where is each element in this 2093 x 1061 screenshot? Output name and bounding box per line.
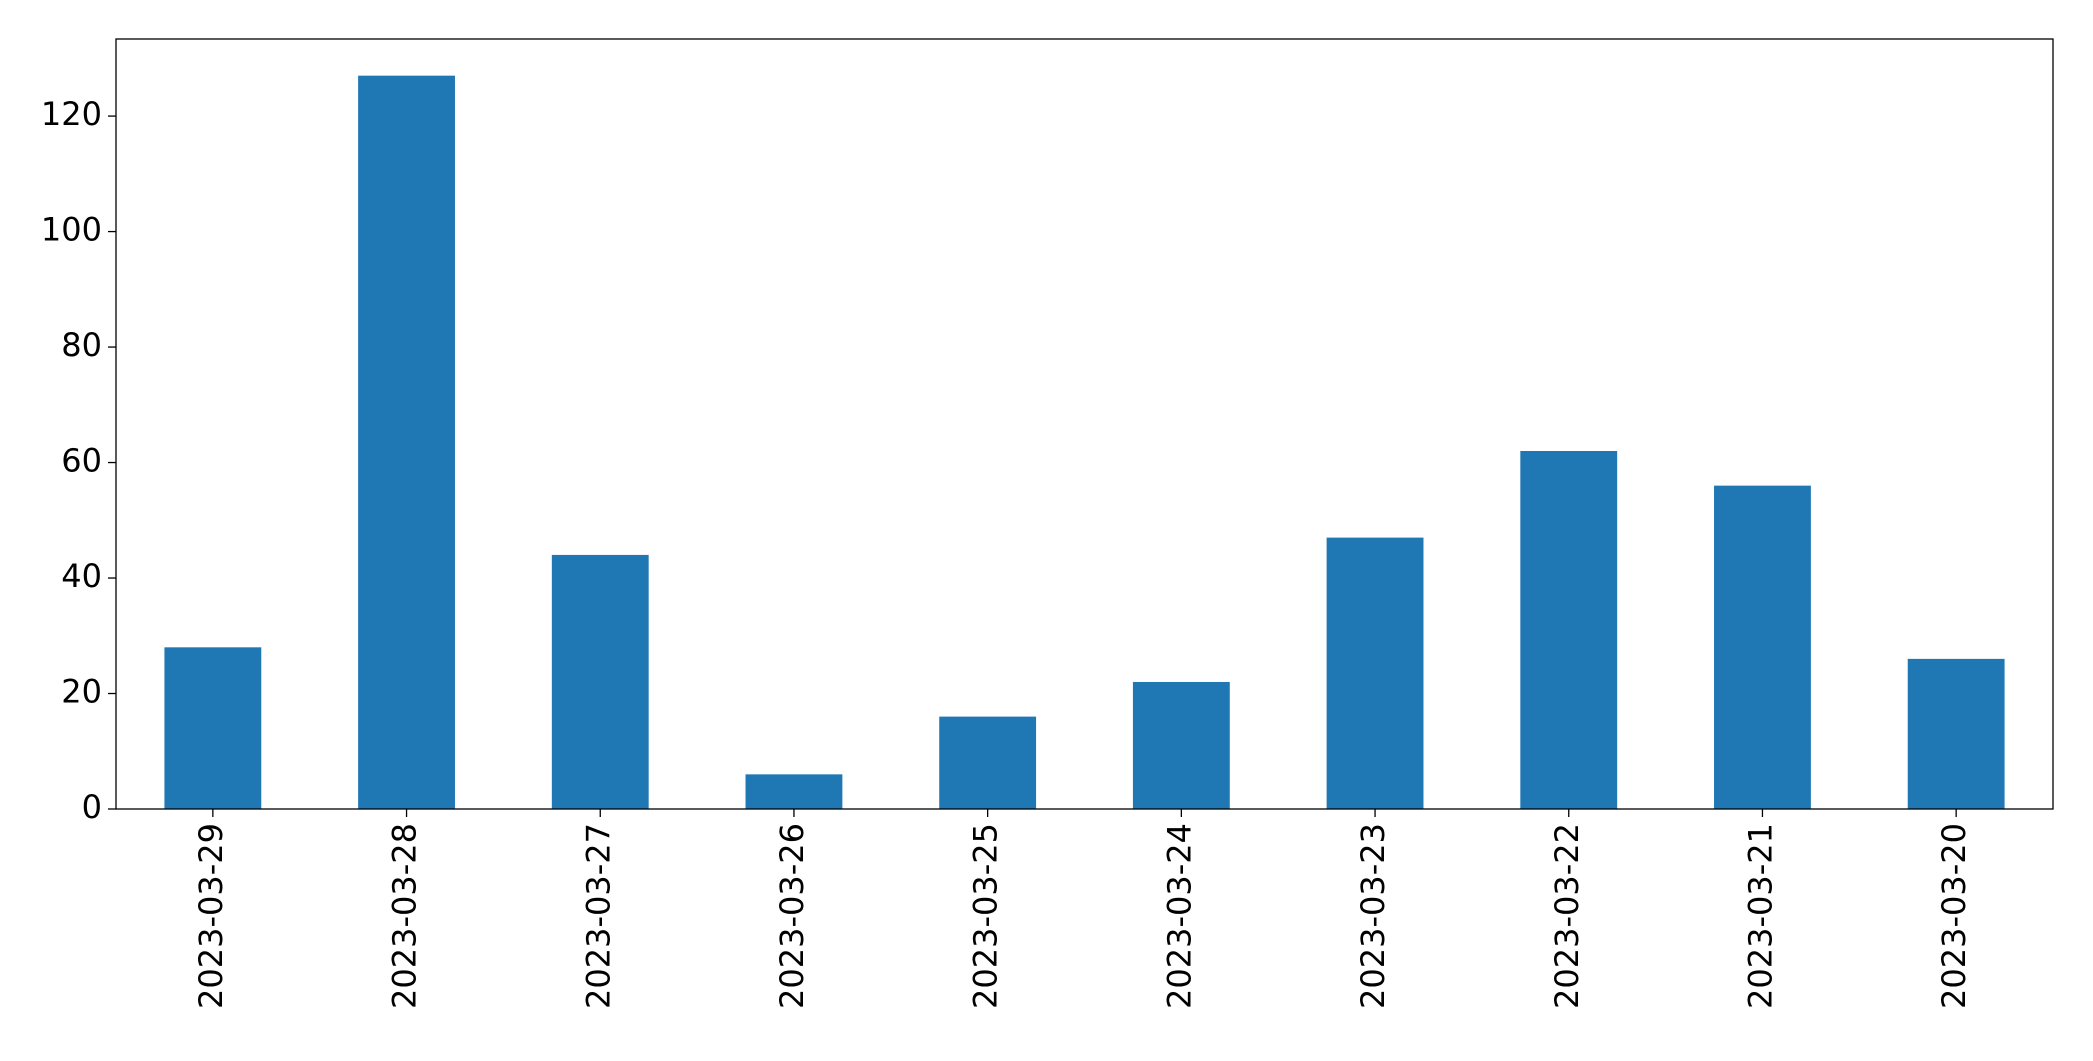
x-tick-label: 2023-03-27 [579,823,617,1009]
bar [1907,658,2005,809]
y-tick-label: 100 [41,211,102,249]
x-tick-label: 2023-03-29 [192,823,230,1009]
bar [745,774,843,809]
x-tick-label: 2023-03-24 [1160,823,1198,1009]
bar [939,716,1037,809]
y-tick-label: 40 [61,557,102,595]
plot-frame [115,38,2054,810]
bar [358,75,455,809]
x-tick-label: 2023-03-23 [1354,823,1392,1009]
y-tick-label: 80 [61,326,102,364]
y-tick-label: 20 [61,673,102,711]
y-tick-label: 120 [41,95,102,133]
x-tick-label: 2023-03-22 [1548,823,1586,1009]
bar [1132,681,1230,809]
y-tick-label: 0 [82,788,102,826]
x-tick-label: 2023-03-25 [967,823,1005,1009]
bar [1520,450,1618,809]
x-tick-label: 2023-03-26 [773,823,811,1009]
x-tick-label: 2023-03-28 [386,823,424,1009]
bar [1714,485,1811,809]
y-tick-label: 60 [61,442,102,480]
bar [551,554,649,809]
x-tick-label: 2023-03-21 [1741,823,1779,1009]
bar [1326,537,1424,809]
bar [164,647,262,809]
x-tick-label: 2023-03-20 [1935,823,1973,1009]
